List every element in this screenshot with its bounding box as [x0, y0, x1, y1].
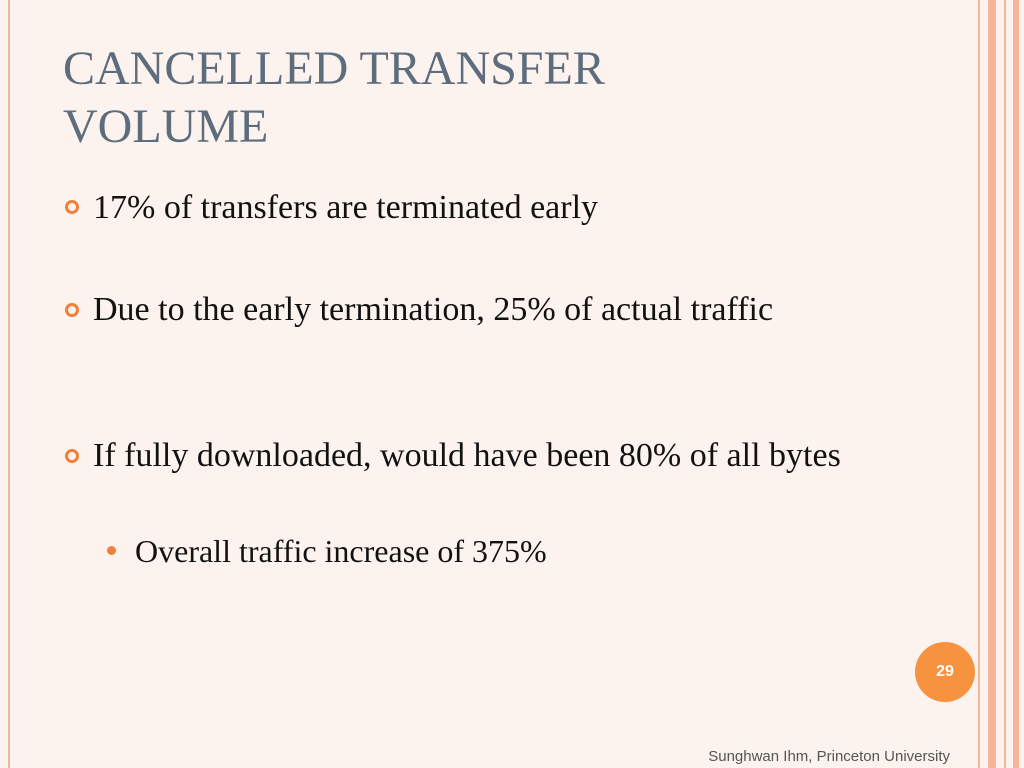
bullet-icon: [65, 449, 79, 463]
bullet-text: If fully downloaded, would have been 80%…: [93, 437, 841, 474]
bullet-icon: [65, 303, 79, 317]
sub-bullet-icon: [107, 546, 116, 555]
sub-bullet-text: Overall traffic increase of 375%: [135, 533, 547, 569]
footer: Sunghwan Ihm, Princeton University: [708, 748, 950, 765]
bullet-text: 17% of transfers are terminated early: [93, 189, 599, 226]
border-stripe: [988, 0, 996, 768]
bullet-icon: [65, 200, 79, 214]
page-number: 29: [915, 642, 975, 702]
border-line: [8, 0, 10, 768]
border-stripe: [1013, 0, 1019, 768]
border-line: [1004, 0, 1006, 768]
slide-title: CANCELLED TRANSFER VOLUME: [63, 42, 605, 153]
border-line: [978, 0, 980, 768]
bullet-text: Due to the early termination, 25% of act…: [93, 291, 774, 328]
